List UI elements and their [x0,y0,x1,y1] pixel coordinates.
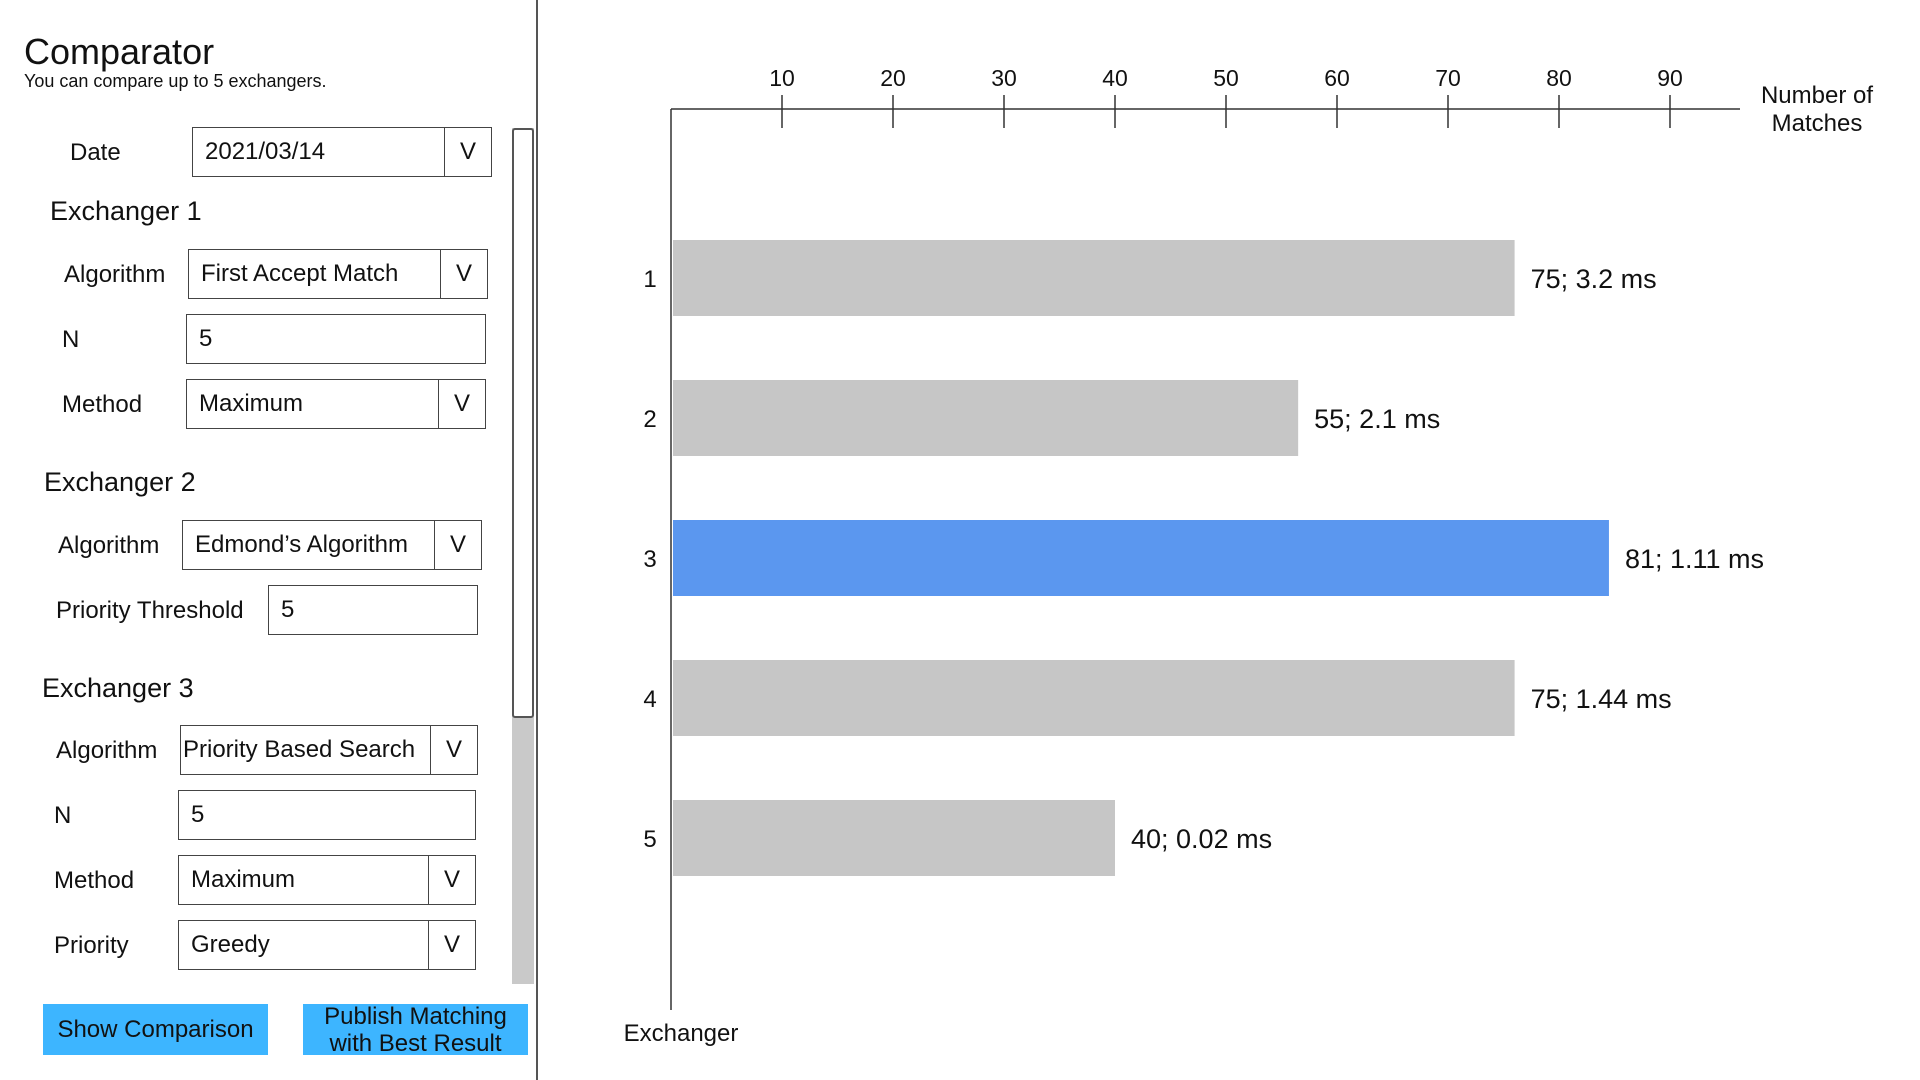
exchanger1-algorithm-label: Algorithm [64,261,166,288]
date-label: Date [70,139,121,166]
chevron-down-icon[interactable]: V [438,380,485,428]
exchanger1-algorithm-select[interactable]: First Accept Match V [188,249,488,299]
page-subtitle: You can compare up to 5 exchangers. [24,71,327,91]
data-label: 81; 1.11 ms [1625,544,1764,574]
bar [673,660,1515,736]
x-tick-label: 90 [1657,65,1683,91]
exchanger3-algorithm-label: Algorithm [56,737,158,764]
exchanger3-algorithm-select[interactable]: Priority Based Search V [180,725,478,775]
exchanger3-method-value: Maximum [191,866,296,893]
exchanger2-algorithm-label: Algorithm [58,532,160,559]
exchanger3-n-value: 5 [191,801,205,828]
exchanger1-method-label: Method [62,391,143,418]
exchanger3-n-label: N [54,802,72,829]
date-value: 2021/03/14 [205,138,326,165]
category-label: 4 [643,686,656,713]
x-axis-ticks: 10 20 30 40 50 60 70 80 90 [769,65,1683,128]
x-tick-label: 40 [1102,65,1128,91]
chevron-down-icon[interactable]: V [428,856,475,904]
exchanger1-n-label: N [62,326,80,353]
date-select[interactable]: 2021/03/14 V [192,127,492,177]
category-label: 5 [643,826,656,853]
bar [673,380,1299,456]
exchanger3-algorithm-value: Priority Based Search [183,736,416,763]
exchanger1-method-value: Maximum [199,390,304,417]
x-tick-label: 60 [1324,65,1350,91]
exchanger1-n-value: 5 [199,325,213,352]
category-label: 1 [643,266,656,293]
show-comparison-label: Show Comparison [57,1016,254,1043]
chevron-down-icon[interactable]: V [430,726,477,774]
bar [673,800,1115,876]
show-comparison-button[interactable]: Show Comparison [43,1004,268,1055]
x-axis-title-line1: Number of [1761,82,1873,109]
exchanger3-priority-label: Priority [54,932,129,959]
data-label: 55; 2.1 ms [1314,404,1440,434]
y-axis-title: Exchanger [624,1020,739,1047]
exchanger3-n-input[interactable]: 5 [178,790,476,840]
exchanger3-priority-select[interactable]: Greedy V [178,920,476,970]
exchanger3-method-select[interactable]: Maximum V [178,855,476,905]
exchanger2-threshold-input[interactable]: 5 [268,585,478,635]
data-label: 75; 3.2 ms [1531,264,1657,294]
exchanger1-n-input[interactable]: 5 [186,314,486,364]
chevron-down-icon[interactable]: V [444,128,491,176]
exchanger1-heading: Exchanger 1 [50,196,202,226]
scrollbar-thumb[interactable] [512,128,534,718]
publish-label-line1: Publish Matching [324,1002,507,1030]
exchanger3-method-label: Method [54,867,135,894]
exchanger2-threshold-label: Priority Threshold [56,597,244,624]
exchanger2-heading: Exchanger 2 [44,467,196,497]
exchanger2-threshold-value: 5 [281,596,295,623]
chevron-down-icon[interactable]: V [440,250,487,298]
exchanger1-algorithm-value: First Accept Match [201,260,399,287]
bar [673,240,1515,316]
x-axis-title-line2: Matches [1772,110,1863,137]
publish-label-line2: with Best Result [329,1029,502,1057]
x-tick-label: 50 [1213,65,1239,91]
page-title: Comparator [24,31,215,72]
chevron-down-icon[interactable]: V [428,921,475,969]
exchanger3-priority-value: Greedy [191,931,270,958]
data-label: 40; 0.02 ms [1131,824,1272,854]
exchanger1-method-select[interactable]: Maximum V [186,379,486,429]
x-tick-label: 20 [880,65,906,91]
exchanger3-heading: Exchanger 3 [42,673,194,703]
category-label: 3 [643,546,656,573]
exchanger2-algorithm-select[interactable]: Edmond’s Algorithm V [182,520,482,570]
x-tick-label: 80 [1546,65,1572,91]
publish-matching-button[interactable]: Publish Matching with Best Result [303,1002,528,1057]
bar-highlighted [673,520,1609,596]
x-tick-label: 30 [991,65,1017,91]
x-tick-label: 70 [1435,65,1461,91]
data-label: 75; 1.44 ms [1531,684,1672,714]
x-tick-label: 10 [769,65,795,91]
category-label: 2 [643,406,656,433]
chevron-down-icon[interactable]: V [434,521,481,569]
panel-divider [536,0,538,1080]
exchanger2-algorithm-value: Edmond’s Algorithm [195,531,408,558]
bars-group: 1 75; 3.2 ms 2 55; 2.1 ms 3 81; 1.11 ms 4 75; 1… [643,240,1764,876]
